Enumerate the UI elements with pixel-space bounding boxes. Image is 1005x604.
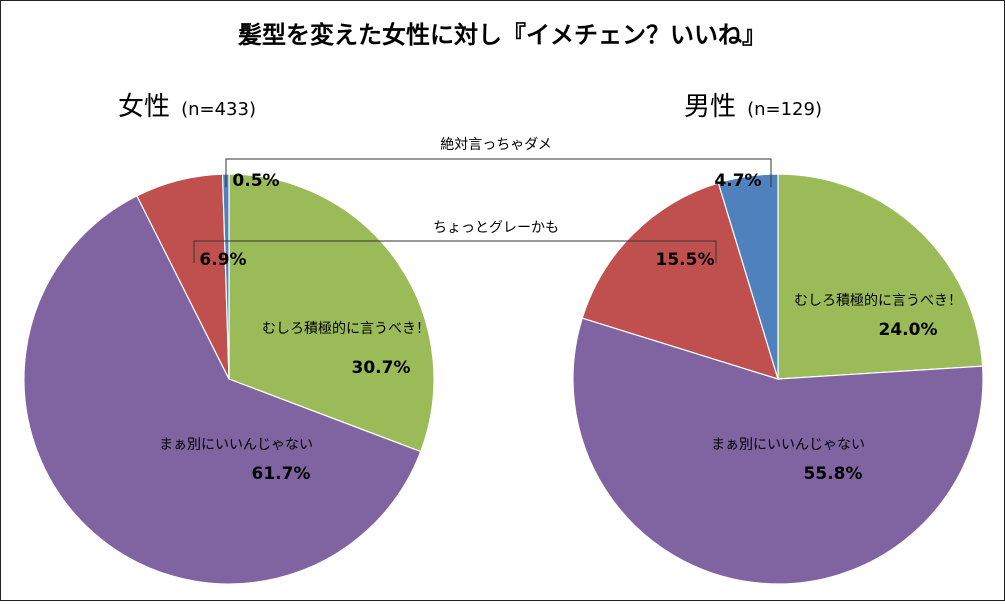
pie-layer <box>23 173 984 585</box>
slice-label-male-recommend: むしろ積極的に言うべき！ <box>794 293 962 309</box>
slice-value-male-gray: 15.5% <box>656 250 715 270</box>
figure-title: 髪型を変えた女性に対し『イメチェン？いいね』 <box>237 21 766 49</box>
slice-label-female-recommend: むしろ積極的に言うべき！ <box>262 321 430 337</box>
chart-title-male: 男性 (n=129) <box>684 92 822 122</box>
annotation-never-bg <box>411 133 581 153</box>
annotation-gray-bg <box>401 216 591 236</box>
annotation-never: 絶対言っちゃダメ <box>440 137 552 153</box>
slice-value-female-never: 0.5% <box>232 171 279 191</box>
pie-slice-male-okay <box>572 317 984 585</box>
slice-value-female-gray: 6.9% <box>199 250 246 270</box>
chart-title-female: 女性 (n=433) <box>118 92 256 122</box>
pie-slice-male-gray <box>581 182 779 380</box>
slice-value-female-recommend: 30.7% <box>352 358 411 378</box>
label-layer: むしろ積極的に言うべき！ 30.7% まぁ別にいいんじゃない 61.7% 6.9% 0.5… <box>159 171 962 484</box>
slice-label-male-okay: まぁ別にいいんじゃない <box>711 437 865 453</box>
chart-title-male-label: 男性 <box>684 92 736 122</box>
slice-value-male-okay: 55.8% <box>804 464 863 484</box>
slice-value-male-recommend: 24.0% <box>879 320 938 340</box>
chart-title-female-label: 女性 <box>118 92 170 122</box>
annotation-gray: ちょっとグレーかも <box>433 220 559 236</box>
chart-title-male-n: (n=129) <box>747 99 822 120</box>
slice-label-female-okay: まぁ別にいいんじゃない <box>159 437 313 453</box>
bracket-gray <box>193 240 717 263</box>
slice-value-male-never: 4.7% <box>714 171 761 191</box>
pie-slice-male-recommend <box>777 173 984 380</box>
chart-title-female-n: (n=433) <box>181 99 256 120</box>
pie-slice-male-never <box>717 173 779 380</box>
bracket-never <box>225 158 772 187</box>
pie-slice-female-okay <box>23 195 422 585</box>
pie-slice-female-recommend <box>228 173 435 453</box>
slice-value-female-okay: 61.7% <box>252 464 311 484</box>
